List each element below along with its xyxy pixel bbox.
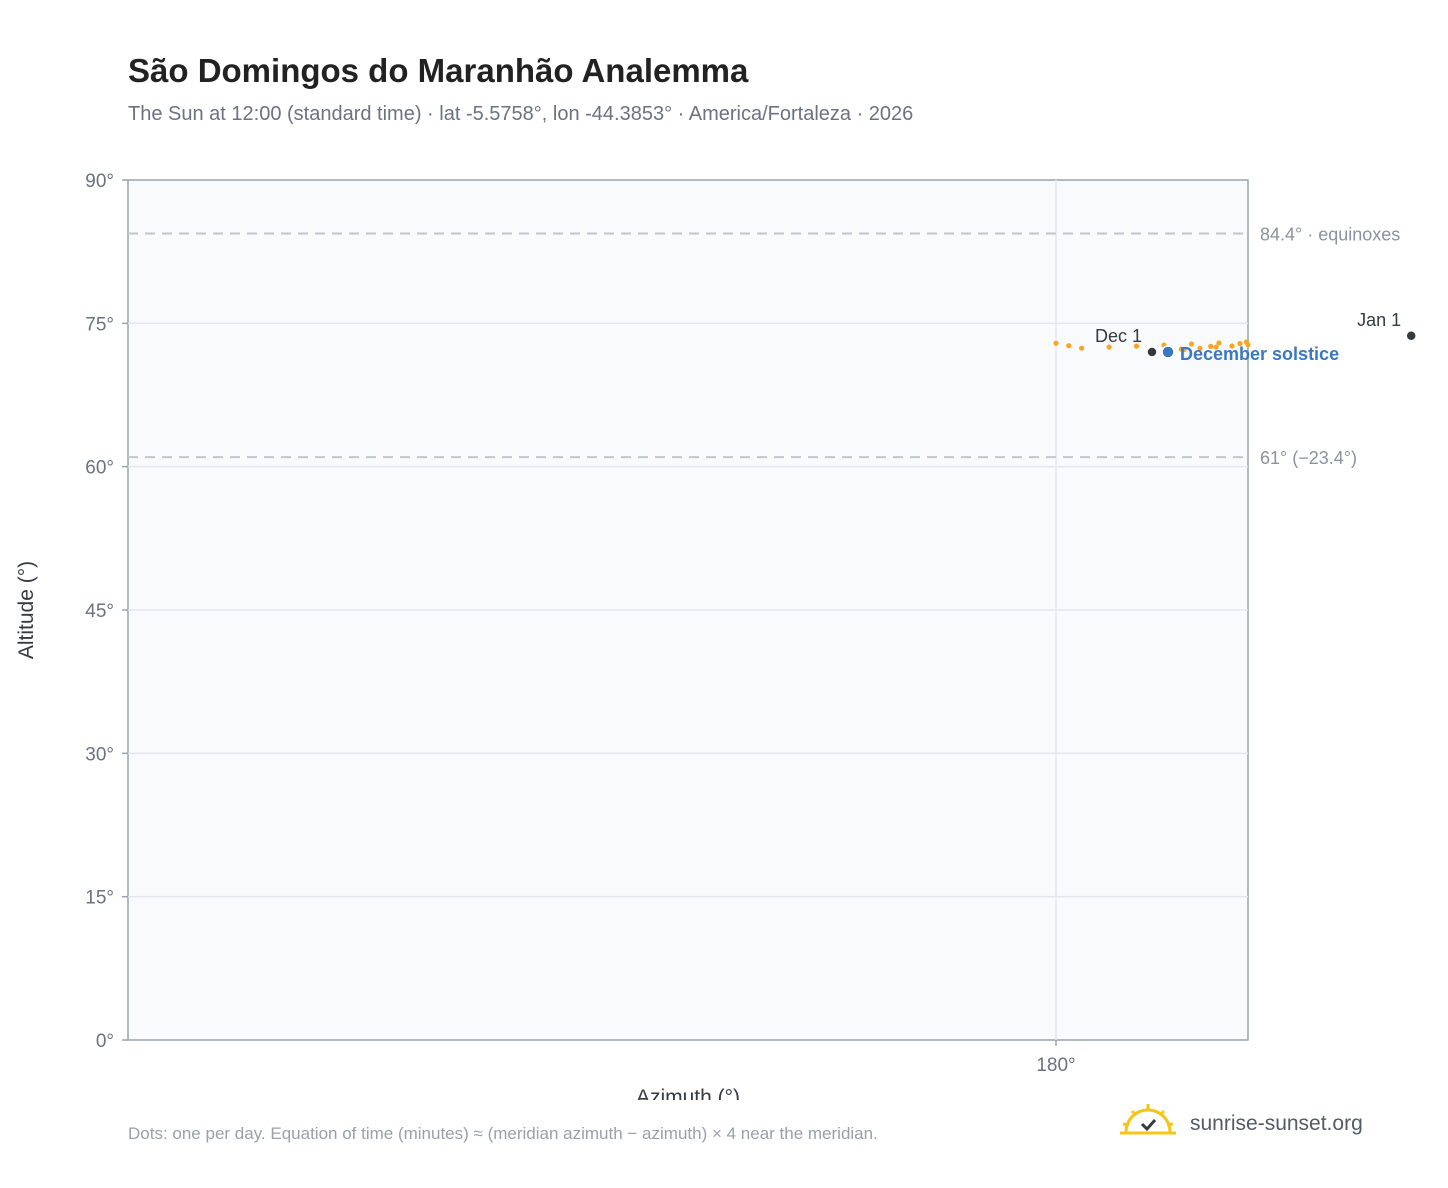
y-tick-label: 30° [85,744,114,765]
month-marker-dot [1405,330,1417,342]
month-markers: Jan 1Feb 1Mar 1Apr 1May 1Jun 1Jul 1Aug 1… [1095,310,1417,358]
analemma-day-dot [1197,345,1203,351]
y-tick-label: 15° [85,888,114,909]
analemma-day-dot [1188,341,1195,347]
y-tick-label: 60° [85,458,114,479]
month-marker-dot [1146,346,1158,358]
y-tick-label: 90° [85,171,114,192]
month-marker-label: Dec 1 [1095,326,1142,346]
chart-subtitle: The Sun at 12:00 (standard time) · lat -… [128,103,914,125]
x-tick-label: 180° [1036,1055,1075,1076]
axis-labels: 180°240°300°0°60°120°180°0°15°30°45°60°7… [15,171,1076,1100]
analemma-day-dot [1133,343,1140,349]
sun-logo-icon [1120,1104,1176,1135]
y-tick-label: 0° [96,1031,114,1052]
analemma-day-dot [1216,340,1222,346]
event-label: December solstice [1180,344,1339,364]
analemma-day-dot [1181,347,1187,353]
analemma-day-dot [1053,340,1059,346]
brand-link[interactable]: sunrise-sunset.org [1120,1102,1390,1146]
y-axis-title: Altitude (°) [15,561,38,659]
reference-line-label: 84.4° · equinoxes [1260,225,1400,245]
reference-line-label: 61° (−23.4°) [1260,448,1357,468]
grid-layer [128,180,1248,1040]
analemma-day-dot [1245,342,1251,348]
analemma-day-dot [1237,341,1243,347]
analemma-day-dot [1066,343,1072,349]
analemma-day-dot [1106,344,1112,350]
brand-name: sunrise-sunset.org [1190,1112,1363,1135]
analemma-day-dot [1229,343,1235,349]
y-tick-label: 45° [85,601,114,622]
y-tick-label: 75° [85,314,114,335]
chart-title: São Domingos do Maranhão Analemma [128,52,749,89]
event-marker-dot [1161,345,1175,359]
analemma-day-dot [1213,344,1219,350]
x-axis-title: Azimuth (°) [636,1086,740,1100]
analemma-day-dot [1079,345,1085,351]
analemma-day-dot [1208,343,1214,349]
event-markers: March equinoxSeptember equinoxJune solst… [1161,344,1339,364]
footnote: Dots: one per day. Equation of time (min… [128,1124,878,1143]
month-marker-label: Jan 1 [1357,310,1401,330]
